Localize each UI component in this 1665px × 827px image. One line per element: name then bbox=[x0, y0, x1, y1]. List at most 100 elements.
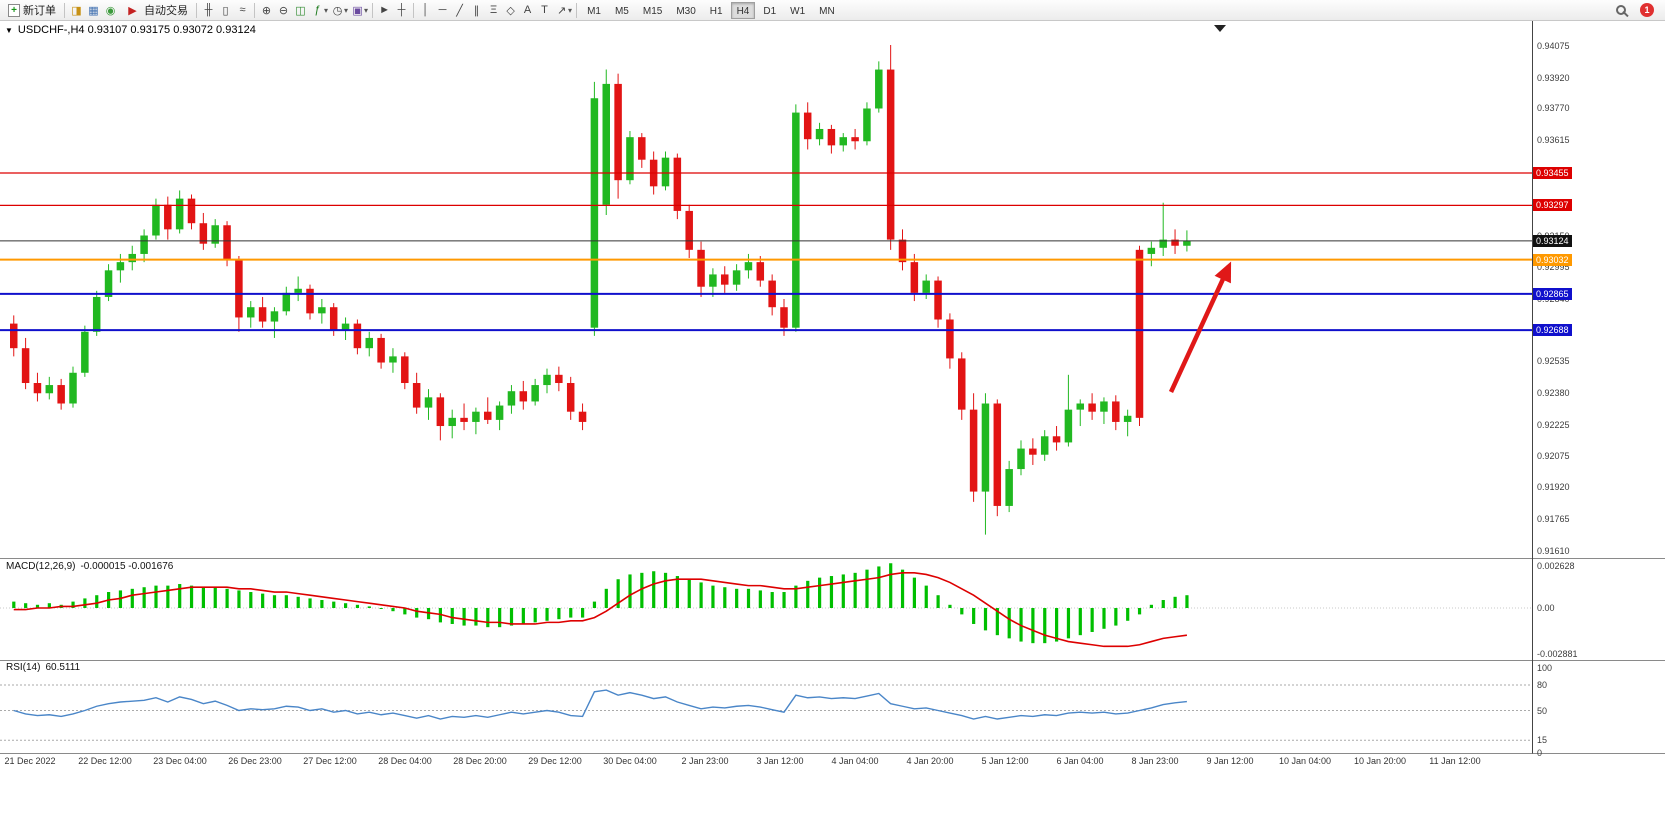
chart-tools-icons-group: ⊕ ⊖ ◫ ƒ ▾ ◷ ▾ ▣ ▾ bbox=[258, 2, 369, 19]
price-level-badge: 0.93032 bbox=[1533, 253, 1572, 266]
cursor-icons-group: ► ┼ bbox=[376, 2, 410, 19]
time-axis-label: 28 Dec 04:00 bbox=[378, 756, 432, 766]
time-axis-label: 28 Dec 20:00 bbox=[453, 756, 507, 766]
equidistant-channel-icon[interactable]: ∥ bbox=[473, 4, 480, 17]
vertical-line-icon[interactable]: │ bbox=[422, 4, 429, 16]
toolbar-right-group: 1 bbox=[1616, 3, 1662, 17]
timeframe-button-m15[interactable]: M15 bbox=[642, 5, 663, 17]
price-axis-label: 0.92535 bbox=[1537, 356, 1570, 367]
arrows-tool-icon[interactable]: ↗ bbox=[556, 4, 567, 17]
tile-windows-icon[interactable]: ◫ bbox=[295, 4, 306, 17]
periods-dropdown-icon[interactable]: ▾ bbox=[344, 5, 349, 15]
price-level-badge: 0.92865 bbox=[1533, 287, 1572, 300]
timeframe-button-d1[interactable]: D1 bbox=[763, 5, 777, 17]
fibonacci-icon[interactable]: Ξ bbox=[489, 4, 498, 16]
timeframe-button-mn[interactable]: MN bbox=[819, 5, 835, 17]
market-watch-icon[interactable]: ◉ bbox=[105, 4, 116, 17]
macd-axis-label: -0.002881 bbox=[1537, 649, 1578, 660]
window-icons-group: ◨ ▦ ◉ bbox=[68, 2, 119, 19]
arrows-tool-dropdown-icon[interactable]: ▾ bbox=[568, 5, 573, 15]
new-order-icon: + bbox=[8, 3, 20, 17]
templates-dropdown-icon[interactable]: ▾ bbox=[364, 5, 369, 15]
macd-axis-label: 0.002628 bbox=[1537, 560, 1575, 571]
chart-window-icon[interactable]: ▦ bbox=[88, 4, 99, 17]
price-axis-label: 0.92225 bbox=[1537, 420, 1570, 430]
time-axis-label: 29 Dec 12:00 bbox=[528, 756, 582, 766]
templates-icon[interactable]: ▣ bbox=[352, 4, 363, 17]
zoom-out-icon[interactable]: ⊖ bbox=[278, 4, 289, 17]
toolbar-separator bbox=[413, 2, 415, 18]
price-axis-label: 0.91610 bbox=[1537, 546, 1570, 556]
symbol-ohlc-text: USDCHF-,H4 0.93107 0.93175 0.93072 0.931… bbox=[17, 24, 256, 36]
candlestick-series bbox=[10, 44, 1191, 535]
cursor-icon[interactable]: ► bbox=[379, 4, 390, 16]
rsi-axis-label: 50 bbox=[1537, 705, 1548, 716]
time-axis-label: 26 Dec 23:00 bbox=[228, 756, 282, 766]
indicators-dropdown-icon[interactable]: ▾ bbox=[324, 5, 329, 15]
time-axis-label: 3 Jan 12:00 bbox=[756, 756, 804, 766]
rsi-label: RSI(14) 60.5111 bbox=[6, 662, 80, 673]
time-axis-label: 2 Jan 23:00 bbox=[681, 756, 729, 766]
trendline-icon[interactable]: ╱ bbox=[456, 4, 463, 17]
chart-area[interactable]: ▼ USDCHF-,H4 0.93107 0.93175 0.93072 0.9… bbox=[0, 21, 1665, 827]
rsi-name: RSI(14) bbox=[6, 662, 41, 673]
time-axis-label: 11 Jan 12:00 bbox=[1429, 756, 1481, 766]
timeframe-toolbar: M1 M5 M15 M30 H1 H4 D1 W1 MN bbox=[580, 1, 842, 19]
time-axis-label: 4 Jan 20:00 bbox=[906, 756, 954, 766]
collapse-arrow-icon[interactable]: ▼ bbox=[5, 25, 13, 35]
toolbar: + 新订单 ◨ ▦ ◉ ▶ 自动交易 ╫ ▯ ≈ ⊕ ⊖ ◫ ƒ ▾ ◷ ▾ ▣ ▾ ► ┼ │ ─ ╱ ∥ Ξ ◇… bbox=[0, 0, 1665, 21]
sound-alert-icon[interactable]: ◨ bbox=[71, 4, 82, 17]
time-axis-label: 21 Dec 2022 bbox=[4, 756, 56, 766]
timeframe-button-h4[interactable]: H4 bbox=[730, 1, 756, 19]
time-axis-label: 9 Jan 12:00 bbox=[1206, 756, 1254, 766]
autotrade-button[interactable]: ▶ 自动交易 bbox=[119, 1, 193, 20]
crosshair-icon[interactable]: ┼ bbox=[397, 4, 406, 16]
macd-histogram bbox=[12, 563, 1189, 644]
price-axis-label: 0.91920 bbox=[1537, 482, 1570, 493]
horizontal-line-icon[interactable]: ─ bbox=[438, 4, 447, 16]
time-axis-label: 4 Jan 04:00 bbox=[831, 756, 879, 766]
timeframe-button-w1[interactable]: W1 bbox=[790, 5, 806, 17]
macd-values: -0.000015 -0.001676 bbox=[80, 561, 174, 572]
chart-canvas[interactable] bbox=[0, 21, 1665, 827]
periods-icon[interactable]: ◷ bbox=[332, 4, 343, 17]
trend-arrow-annotation[interactable] bbox=[1168, 261, 1232, 393]
candlestick-chart-icon[interactable]: ▯ bbox=[222, 4, 229, 17]
macd-label: MACD(12,26,9) -0.000015 -0.001676 bbox=[6, 561, 173, 572]
time-axis-label: 5 Jan 12:00 bbox=[981, 756, 1029, 766]
toolbar-separator bbox=[64, 2, 65, 18]
rsi-axis-label: 80 bbox=[1537, 680, 1548, 690]
time-axis-label: 22 Dec 12:00 bbox=[78, 756, 132, 766]
toolbar-separator bbox=[576, 2, 578, 18]
indicators-icon[interactable]: ƒ bbox=[314, 4, 321, 16]
search-icon[interactable] bbox=[1616, 5, 1626, 15]
price-axis-label: 0.92075 bbox=[1537, 450, 1570, 461]
bar-chart-icon[interactable]: ╫ bbox=[204, 4, 213, 16]
zoom-in-icon[interactable]: ⊕ bbox=[261, 4, 272, 17]
chart-type-icons-group: ╫ ▯ ≈ bbox=[200, 2, 251, 19]
line-chart-icon[interactable]: ≈ bbox=[239, 4, 246, 16]
price-level-badge: 0.93455 bbox=[1533, 167, 1572, 180]
price-axis-label: 0.92995 bbox=[1537, 262, 1570, 273]
timeframe-button-m30[interactable]: M30 bbox=[676, 5, 696, 17]
new-order-button[interactable]: + 新订单 bbox=[3, 1, 61, 20]
rsi-value: 60.5111 bbox=[45, 662, 81, 673]
time-axis-label: 23 Dec 04:00 bbox=[153, 756, 207, 766]
text-label-icon[interactable]: T bbox=[541, 4, 548, 16]
price-axis-label: 0.93920 bbox=[1537, 72, 1570, 83]
time-axis-label: 8 Jan 23:00 bbox=[1131, 756, 1179, 766]
price-level-badge: 0.92688 bbox=[1533, 324, 1572, 337]
timeframe-button-m5[interactable]: M5 bbox=[614, 5, 629, 17]
symbol-ohlc-header: ▼ USDCHF-,H4 0.93107 0.93175 0.93072 0.9… bbox=[5, 24, 256, 36]
notification-badge[interactable]: 1 bbox=[1640, 3, 1654, 17]
time-axis-label: 30 Dec 04:00 bbox=[603, 756, 657, 766]
timeframe-button-m1[interactable]: M1 bbox=[587, 5, 601, 17]
shapes-icon[interactable]: ◇ bbox=[506, 4, 515, 17]
text-icon[interactable]: A bbox=[523, 4, 532, 16]
chart-shift-marker-icon[interactable] bbox=[1214, 25, 1226, 32]
macd-signal-line bbox=[13, 572, 1188, 648]
rsi-line bbox=[13, 689, 1187, 720]
timeframe-button-h1[interactable]: H1 bbox=[709, 5, 723, 17]
price-axis-label: 0.91765 bbox=[1537, 514, 1570, 525]
time-axis-label: 10 Jan 20:00 bbox=[1353, 756, 1407, 766]
